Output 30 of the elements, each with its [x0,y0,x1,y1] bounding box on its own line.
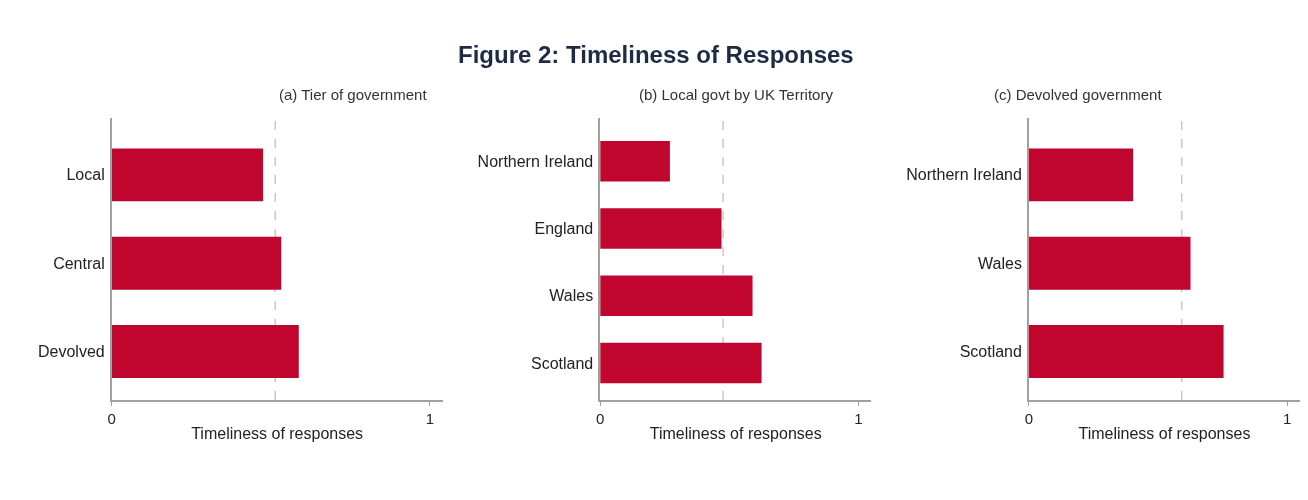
y-tick-label: Local [66,166,105,184]
y-tick-label: Scotland [959,343,1022,361]
bar [1028,236,1191,290]
bar [600,208,722,249]
y-tick-label: Scotland [530,354,594,372]
chart-subtitle: (a) Tier of government [279,86,428,103]
y-tick-label: England [534,220,594,238]
y-tick-label: Northern Ireland [906,166,1022,184]
x-tick-label: 0 [596,409,605,427]
x-tick-label: 0 [107,409,116,427]
x-axis-title: Timeliness of responses [649,424,822,442]
x-tick-label: 1 [425,409,435,427]
bar [600,275,753,316]
chart-subtitle: (c) Devolved government [994,86,1163,103]
x-axis-title: Timeliness of responses [1078,424,1251,442]
bar [600,342,762,384]
y-tick-label: Wales [978,254,1022,272]
x-axis-title: Timeliness of responses [191,424,364,442]
y-tick-label: Wales [549,287,594,305]
bar [600,141,670,182]
chart-title: Figure 2: Timeliness of Responses [458,41,854,68]
bar [1028,148,1134,202]
y-tick-label: Northern Ireland [477,152,594,170]
y-tick-label: Devolved [38,343,105,361]
x-tick-label: 1 [854,409,863,427]
y-tick-label: Central [53,254,105,272]
bar [1028,324,1224,378]
chart-subtitle: (b) Local govt by UK Territory [639,86,834,103]
x-tick-label: 1 [1282,409,1292,427]
x-tick-label: 0 [1024,409,1034,427]
